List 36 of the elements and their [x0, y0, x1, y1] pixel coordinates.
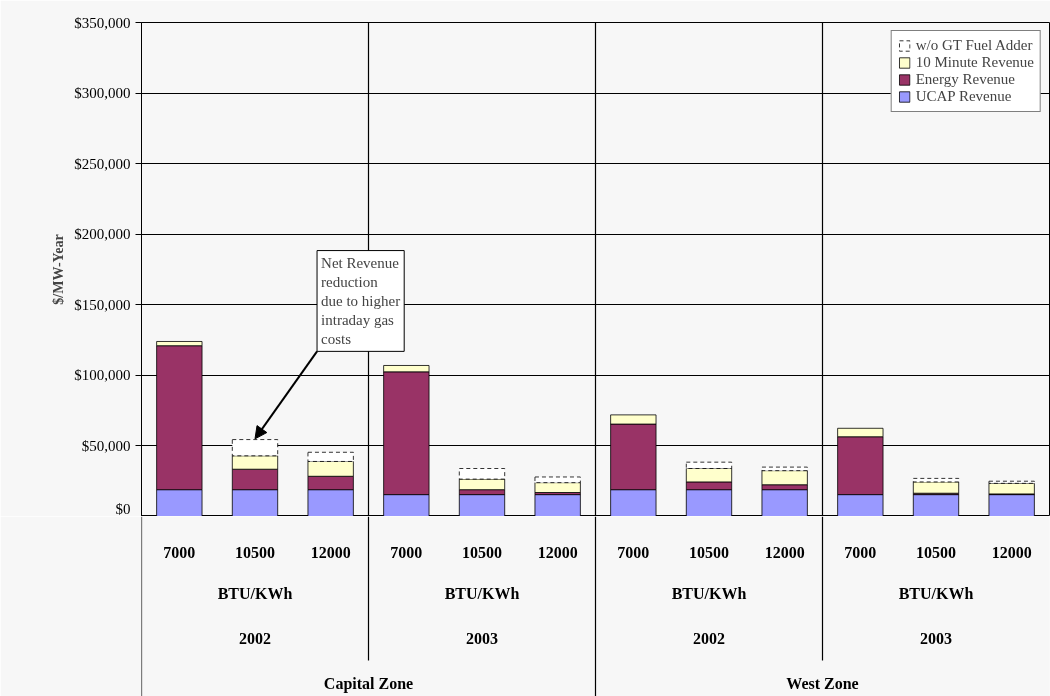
x-tick-label: 10500: [916, 544, 956, 561]
x-tick-label: 12000: [310, 544, 351, 561]
text: Capital Zone: [323, 675, 414, 693]
text: 2002: [693, 630, 725, 647]
legend-label: UCAP Revenue: [915, 88, 1012, 105]
text: 2003: [920, 630, 952, 647]
text: West Zone: [786, 675, 859, 692]
legend-label: 10 Minute Revenue: [915, 54, 1034, 71]
x-tick-label: 12000: [991, 544, 1032, 561]
x-tick-label: 7000: [390, 544, 423, 561]
text: 2002: [239, 630, 271, 647]
x-tick-label: 7000: [844, 544, 877, 561]
x-tick-label: 12000: [537, 544, 578, 561]
annotation: Net Revenue reduction due to higher intraday gas costs: [321, 254, 401, 348]
y-tick-label: $50,000: [81, 437, 131, 454]
x-tick-label: 10500: [462, 544, 502, 561]
text: BTU/KWh: [217, 585, 293, 602]
text: BTU/KWh: [671, 585, 747, 602]
y-tick-label: $100,000: [74, 367, 131, 384]
x-tick-label: 10500: [235, 544, 275, 561]
x-tick-label: 10500: [689, 544, 729, 561]
y-tick-label: $300,000: [74, 85, 131, 102]
text: 2003: [466, 630, 498, 647]
legend-label: Energy Revenue: [915, 71, 1015, 88]
y-tick-label: $0: [115, 500, 131, 517]
x-tick-label: 12000: [764, 544, 805, 561]
legend-label: w/o GT Fuel Adder: [915, 37, 1033, 54]
x-tick-label: 7000: [617, 544, 650, 561]
x-tick-label: 7000: [163, 544, 196, 561]
y-tick-label: $250,000: [74, 155, 131, 172]
text: BTU/KWh: [444, 585, 520, 602]
y-tick-label: $200,000: [74, 226, 131, 243]
y-tick-label: $150,000: [74, 296, 131, 313]
y-axis-title: $/MW-Year: [51, 234, 67, 305]
text: BTU/KWh: [898, 585, 974, 602]
y-tick-label: $350,000: [74, 14, 131, 31]
